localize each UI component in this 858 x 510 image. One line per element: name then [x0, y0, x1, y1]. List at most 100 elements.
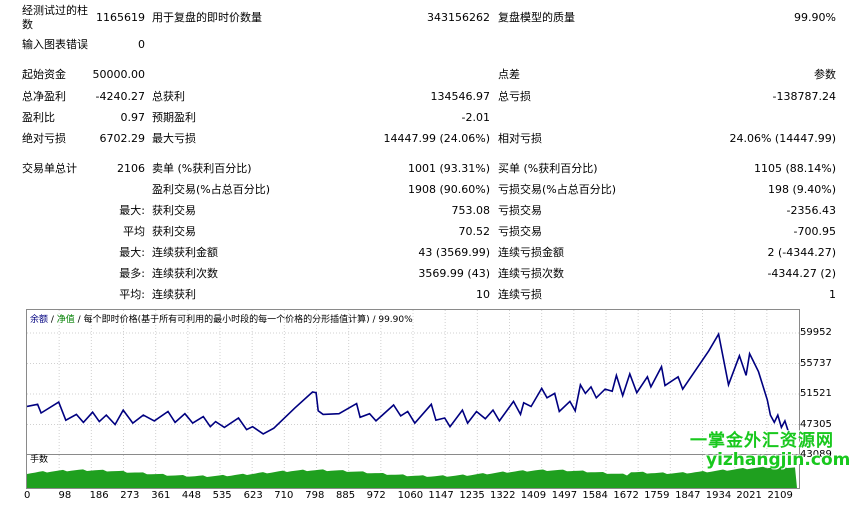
average-profit-trade-label: 获利交易 [152, 225, 196, 238]
profit-trades-value: 1908 (90.60%) [407, 183, 490, 196]
x-tick-label: 1934 [705, 490, 732, 501]
average-loss-trade-value: -700.95 [793, 225, 836, 238]
volume-label: 手数 [30, 455, 49, 465]
average-loss-trade-label: 亏损交易 [498, 225, 542, 238]
x-tick-label: 1584 [582, 490, 608, 501]
gross-profit-label: 总获利 [152, 90, 185, 103]
x-tick-label: 623 [243, 490, 263, 501]
x-tick-label: 1847 [675, 490, 701, 501]
most-consecutive-losses-label: 连续亏损次数 [498, 267, 564, 280]
most-consecutive-wins-label: 连续获利次数 [152, 267, 218, 280]
profit-trades-label: 盈利交易(%占总百分比) [152, 183, 271, 196]
quality-label: 复盘模型的质量 [498, 11, 575, 24]
most-consecutive-prefix: 最多: [119, 267, 145, 280]
legend-balance: 余额 [30, 315, 49, 325]
legend-quality: 99.90% [378, 315, 413, 325]
max-consecutive-losses-label: 连续亏损金额 [498, 246, 564, 259]
short-positions-label: 卖单 (%获利百分比) [152, 162, 252, 175]
average-consecutive-losses-label: 连续亏损 [498, 288, 542, 301]
total-trades-label: 交易单总计 [22, 162, 77, 175]
x-tick-label: 710 [274, 490, 294, 501]
largest-prefix: 最大: [119, 204, 145, 217]
y-tick-label: 43089 [800, 449, 832, 460]
balance-chart [26, 309, 800, 456]
deposit-label: 起始资金 [22, 68, 66, 81]
legend-model: 每个即时价格(基于所有可利用的最小时段的每一个价格的分形插值计算) [83, 315, 370, 325]
bars-tested-label: 经测试过的柱 数 [22, 4, 88, 31]
legend-separator: / [74, 315, 84, 325]
x-tick-label: 273 [120, 490, 140, 501]
profit-factor-label: 盈利比 [22, 111, 55, 124]
total-trades-value: 2106 [117, 162, 145, 175]
x-tick-label: 448 [181, 490, 202, 501]
x-tick-label: 798 [305, 490, 325, 501]
largest-profit-trade-value: 753.08 [451, 204, 491, 217]
x-tick-label: 2109 [767, 490, 793, 501]
average-consecutive-wins-label: 连续获利 [152, 288, 196, 301]
volume-chart [26, 454, 800, 489]
balance-chart-svg [26, 310, 799, 456]
net-profit-value: -4240.27 [95, 90, 145, 103]
x-tick-label: 1060 [397, 490, 424, 501]
legend-equity: 净值 [56, 315, 75, 325]
maximal-drawdown-value: 14447.99 (24.06%) [383, 132, 490, 145]
spread-value: 参数 [814, 68, 836, 81]
y-tick-label: 47305 [800, 418, 832, 430]
x-tick-label: 2021 [736, 490, 762, 501]
x-tick-label: 1759 [644, 490, 670, 501]
long-positions-value: 1105 (88.14%) [753, 162, 836, 175]
net-profit-label: 总净盈利 [22, 90, 66, 103]
gross-loss-label: 总亏损 [498, 90, 531, 103]
average-consecutive-prefix: 平均: [119, 288, 145, 301]
x-tick-label: 1672 [613, 490, 639, 501]
average-consecutive-losses-value: 1 [829, 288, 836, 301]
x-tick-label: 1322 [490, 490, 516, 501]
errors-value: 0 [138, 38, 145, 51]
average-profit-trade-value: 70.52 [458, 225, 491, 238]
gross-loss-value: -138787.24 [772, 90, 836, 103]
x-tick-label: 535 [212, 490, 232, 501]
maximal-drawdown-label: 最大亏损 [152, 132, 196, 145]
average-prefix: 平均 [123, 225, 145, 238]
absolute-drawdown-label: 绝对亏损 [22, 132, 66, 145]
errors-label: 输入图表错误 [22, 38, 88, 51]
y-tick-label: 59952 [800, 327, 832, 339]
legend-separator: / [48, 315, 57, 325]
x-tick-label: 972 [366, 490, 386, 501]
most-consecutive-losses-value: -4344.27 (2) [767, 267, 836, 280]
expected-payoff-value: -2.01 [461, 111, 490, 124]
x-tick-label: 1235 [459, 490, 485, 501]
legend-separator: / [369, 315, 379, 325]
max-consecutive-wins-label: 连续获利金额 [152, 246, 218, 259]
max-consecutive-prefix: 最大: [119, 246, 145, 259]
largest-profit-trade-label: 获利交易 [152, 204, 196, 217]
expected-payoff-label: 预期盈利 [152, 111, 196, 124]
ticks-label: 用于复盘的即时价数量 [152, 11, 262, 24]
watermark-url: yizhangjin.com [706, 450, 851, 470]
y-tick-label: 51521 [800, 388, 832, 399]
bars-tested-value: 1165619 [96, 11, 145, 24]
x-tick-label: 361 [151, 490, 171, 501]
x-tick-label: 186 [89, 490, 109, 501]
loss-trades-value: 198 (9.40%) [767, 183, 836, 196]
most-consecutive-wins-value: 3569.99 (43) [418, 267, 490, 280]
x-tick-label: 98 [58, 490, 72, 501]
watermark-title: 一掌金外汇资源网 [690, 431, 834, 451]
largest-loss-trade-value: -2356.43 [786, 204, 836, 217]
long-positions-label: 买单 (%获利百分比) [498, 162, 598, 175]
short-positions-value: 1001 (93.31%) [407, 162, 490, 175]
average-consecutive-wins-value: 10 [476, 288, 490, 301]
max-consecutive-wins-value: 43 (3569.99) [418, 246, 490, 259]
x-tick-label: 1497 [551, 490, 578, 501]
chart-legend: 余额 / 净值 / 每个即时价格(基于所有可利用的最小时段的每一个价格的分形插值… [30, 312, 413, 325]
volume-chart-svg [27, 455, 797, 488]
profit-factor-value: 0.97 [120, 111, 146, 124]
balance-line [26, 331, 794, 436]
gross-profit-value: 134546.97 [430, 90, 491, 103]
relative-drawdown-label: 相对亏损 [498, 132, 542, 145]
quality-value: 99.90% [794, 11, 836, 24]
x-tick-label: 0 [24, 490, 31, 501]
x-tick-label: 1147 [428, 490, 454, 501]
max-consecutive-losses-value: 2 (-4344.27) [767, 246, 836, 259]
largest-loss-trade-label: 亏损交易 [498, 204, 542, 217]
